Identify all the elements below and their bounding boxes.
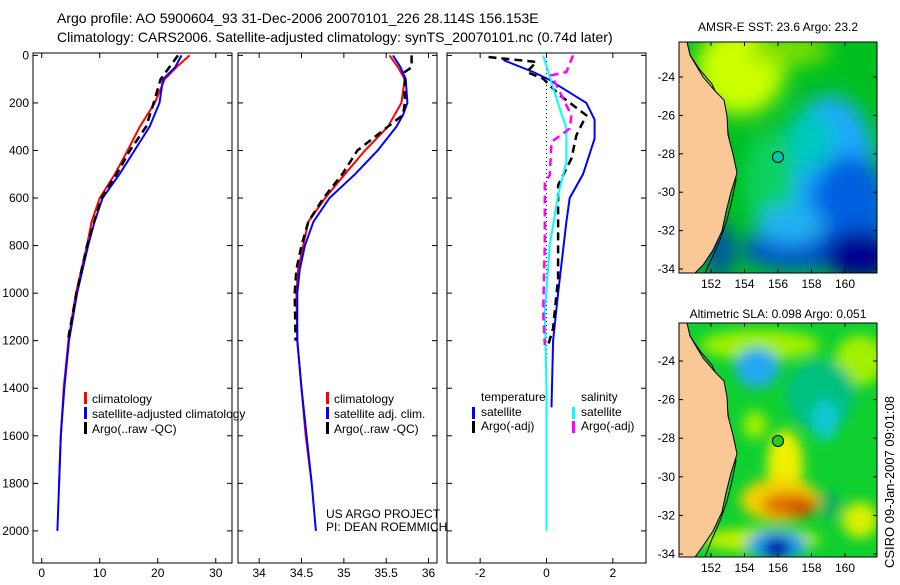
series-salinity-argo-adj- (541, 54, 575, 346)
lon-tick-label: 154 (734, 561, 754, 575)
legend-label: satellite (581, 405, 622, 419)
lon-tick-label: 152 (701, 561, 721, 575)
legend-label: Argo(..raw -QC) (334, 422, 419, 436)
legend-label: satellite (481, 405, 522, 419)
y-tick-label: 1200 (2, 334, 29, 348)
legend-swatch-satellite (84, 407, 87, 419)
lat-tick-label: -34 (658, 262, 676, 276)
pi-label: PI: DEAN ROEMMICH (326, 520, 447, 534)
legend-label: Argo(-adj) (581, 419, 634, 433)
lat-tick-label: -24 (658, 354, 676, 368)
temperature-panel: 0 200 400 600 800 1000 1200 1400 1600 1800 2000 0 10… (2, 48, 233, 585)
lat-tick-label: -28 (658, 431, 676, 445)
lon-tick-label: 156 (768, 277, 788, 291)
legend-swatch-sal-satellite (572, 407, 575, 419)
difference-panel: -202difference from climatology (446, 52, 647, 585)
x-tick-label: 35.5 (375, 566, 399, 580)
y-tick-label: 800 (9, 239, 29, 253)
sla-map: Altimetric SLA: 0.098 Argo: 0.051 (658, 307, 878, 575)
float-position-marker (772, 435, 784, 447)
legend-swatch-climatology (84, 392, 87, 404)
lon-tick-label: 152 (701, 277, 721, 291)
y-tick-label: 200 (9, 96, 29, 110)
lon-tick-label: 154 (734, 277, 754, 291)
y-tick-label: 1800 (2, 476, 29, 490)
y-tick-label: 1600 (2, 429, 29, 443)
x-tick-label: 10 (93, 566, 107, 580)
y-tick-label: 600 (9, 191, 29, 205)
y-tick-label: 2000 (2, 524, 29, 538)
y-tick-label: 1400 (2, 381, 29, 395)
legend-swatch-temp-argo (472, 421, 475, 433)
legend-swatch-satellite (326, 407, 329, 419)
sst-map: AMSR-E SST: 23.6 Argo: 23.2 -24 -26 -28 -30… (658, 20, 878, 291)
legend-label: satellite adj. clim. (334, 407, 425, 421)
salinity-legend: climatology satellite adj. clim. Argo(..… (326, 392, 447, 534)
series-argo-raw-qc- (293, 55, 413, 341)
credit-label: CSIRO 09-Jan-2007 09:01:08 (882, 396, 897, 568)
series-temperature-argo-adj- (488, 55, 588, 346)
lat-tick-label: -24 (658, 70, 676, 84)
legend-group-title: temperature (481, 390, 546, 404)
series-salinity-satellite (542, 55, 568, 531)
float-position-marker (772, 151, 784, 163)
lon-tick-label: 158 (801, 277, 821, 291)
y-tick-label: 400 (9, 143, 29, 157)
y-tick-label: 1000 (2, 286, 29, 300)
legend-label: climatology (92, 392, 152, 406)
x-tick-label: 0 (543, 566, 550, 580)
x-tick-label: 34 (252, 566, 266, 580)
lat-tick-label: -28 (658, 147, 676, 161)
lat-tick-label: -26 (658, 393, 676, 407)
lon-tick-label: 156 (768, 561, 788, 575)
x-tick-label: 30 (209, 566, 223, 580)
land-australia (679, 42, 738, 273)
difference-legend: temperature satellite Argo(-adj) salinit… (472, 390, 634, 433)
x-tick-label: 36 (422, 566, 436, 580)
lat-tick-label: -30 (658, 185, 676, 199)
sla-map-title: Altimetric SLA: 0.098 Argo: 0.051 (690, 307, 867, 321)
project-label: US ARGO PROJECT (326, 507, 441, 521)
lat-tick-label: -34 (658, 547, 676, 561)
legend-swatch-argo (84, 422, 87, 434)
lon-tick-label: 158 (801, 561, 821, 575)
legend-swatch-climatology (326, 392, 329, 404)
lat-tick-label: -26 (658, 108, 676, 122)
lat-tick-label: -30 (658, 470, 676, 484)
series-argo-raw-qc- (66, 54, 180, 341)
lat-tick-label: -32 (658, 224, 676, 238)
lon-tick-label: 160 (835, 561, 855, 575)
x-tick-label: 35 (337, 566, 351, 580)
x-tick-label: -2 (475, 566, 486, 580)
legend-label: climatology (334, 392, 394, 406)
panel-frame (32, 52, 233, 564)
lat-tick-label: -32 (658, 508, 676, 522)
panel-frame (237, 52, 438, 564)
y-tick-label: 0 (22, 48, 29, 62)
lon-tick-label: 160 (835, 277, 855, 291)
legend-label: Argo(..raw -QC) (92, 422, 177, 436)
temperature-legend: climatology satellite-adjusted climatolo… (84, 392, 245, 436)
legend-swatch-argo (326, 422, 329, 434)
x-tick-label: 34.5 (290, 566, 314, 580)
x-tick-label: 2 (609, 566, 616, 580)
x-tick-label: 0 (38, 566, 45, 580)
figure-title-line1: Argo profile: AO 5900604_93 31-Dec-2006 … (57, 10, 539, 26)
legend-label: satellite-adjusted climatology (92, 407, 245, 421)
land-australia (679, 323, 738, 557)
legend-swatch-temp-satellite (472, 407, 475, 419)
sst-map-title: AMSR-E SST: 23.6 Argo: 23.2 (698, 20, 858, 34)
legend-group-title: salinity (581, 390, 618, 404)
legend-label: Argo(-adj) (481, 419, 534, 433)
legend-swatch-sal-argo (572, 421, 575, 433)
series-temperature-satellite (503, 59, 596, 408)
series-satellite-adj-clim- (296, 54, 409, 531)
x-tick-label: 20 (151, 566, 165, 580)
figure-title-line2: Climatology: CARS2006. Satellite-adjuste… (57, 29, 613, 45)
